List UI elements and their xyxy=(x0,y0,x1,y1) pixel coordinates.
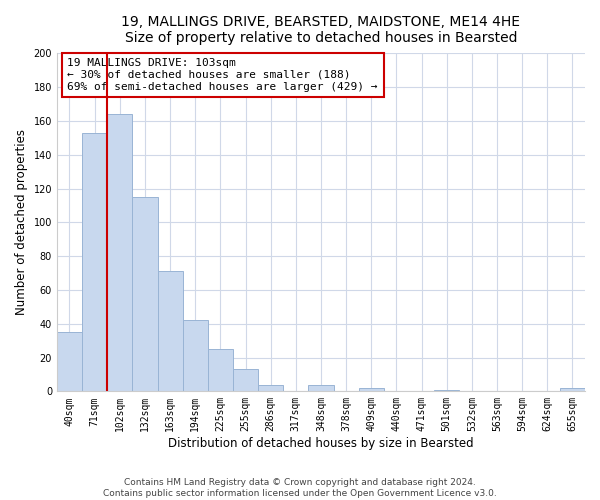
Bar xyxy=(158,272,182,392)
Text: Contains HM Land Registry data © Crown copyright and database right 2024.
Contai: Contains HM Land Registry data © Crown c… xyxy=(103,478,497,498)
Bar xyxy=(57,332,82,392)
Bar xyxy=(208,349,233,392)
Bar xyxy=(560,388,585,392)
Bar xyxy=(107,114,133,392)
Title: 19, MALLINGS DRIVE, BEARSTED, MAIDSTONE, ME14 4HE
Size of property relative to d: 19, MALLINGS DRIVE, BEARSTED, MAIDSTONE,… xyxy=(121,15,520,45)
Bar xyxy=(359,388,384,392)
X-axis label: Distribution of detached houses by size in Bearsted: Distribution of detached houses by size … xyxy=(168,437,474,450)
Bar xyxy=(258,384,283,392)
Y-axis label: Number of detached properties: Number of detached properties xyxy=(15,130,28,316)
Bar xyxy=(308,384,334,392)
Bar xyxy=(182,320,208,392)
Text: 19 MALLINGS DRIVE: 103sqm
← 30% of detached houses are smaller (188)
69% of semi: 19 MALLINGS DRIVE: 103sqm ← 30% of detac… xyxy=(67,58,378,92)
Bar xyxy=(82,132,107,392)
Bar xyxy=(434,390,459,392)
Bar xyxy=(233,370,258,392)
Bar xyxy=(133,197,158,392)
